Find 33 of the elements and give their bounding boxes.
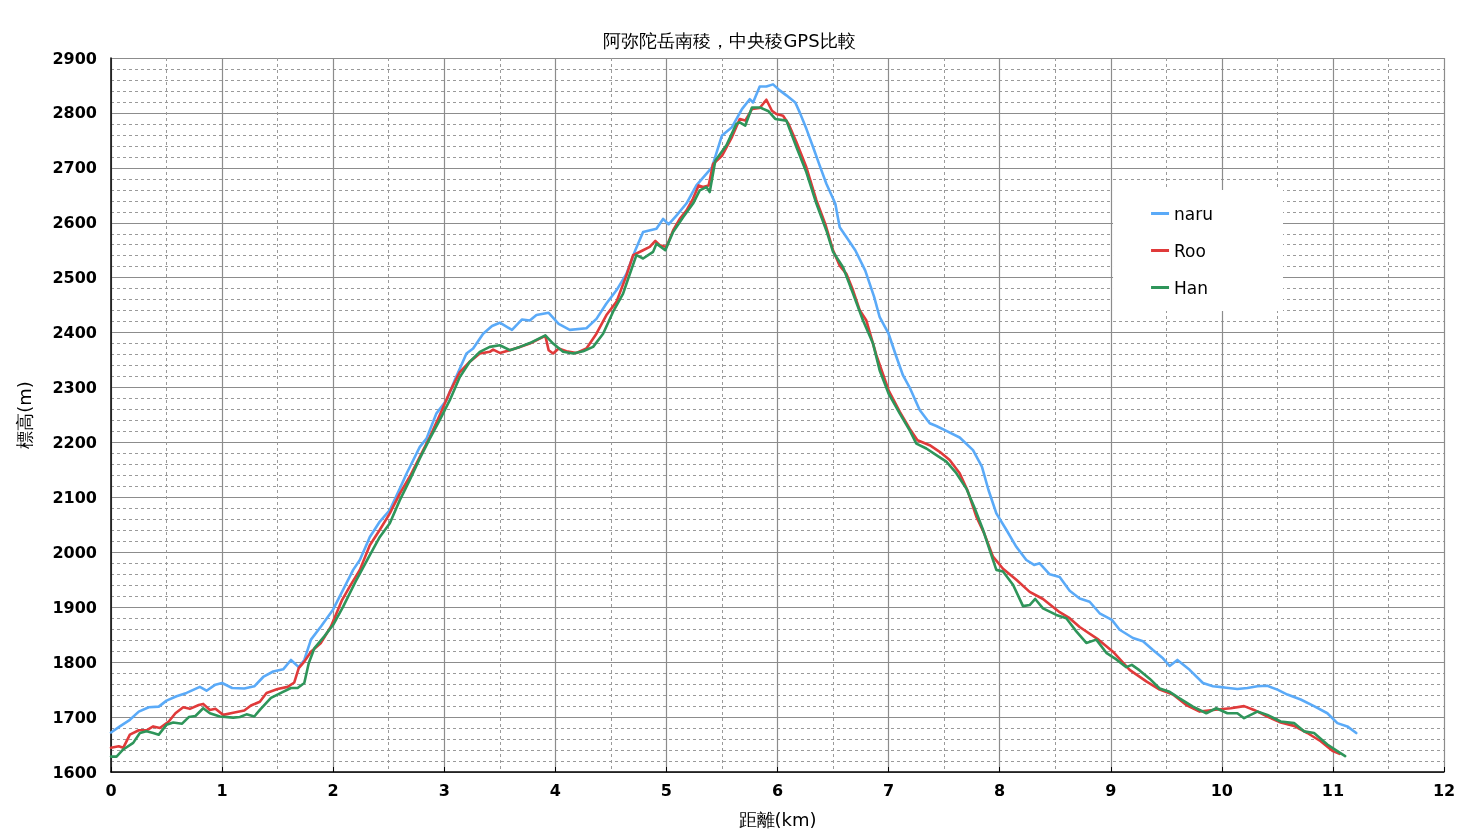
- x-tick-label: 7: [883, 780, 895, 800]
- y-tick-label: 2400: [52, 323, 97, 343]
- x-tick-label: 6: [771, 780, 784, 800]
- x-tick-label: 12: [1432, 780, 1456, 800]
- y-tick-label: 2300: [52, 378, 97, 398]
- y-tick-label: 2800: [52, 103, 97, 123]
- x-tick-label: 9: [1105, 780, 1117, 800]
- y-tick-label: 2100: [52, 487, 97, 507]
- x-tick-label: 10: [1210, 780, 1233, 800]
- y-axis-title: 標高(m): [13, 381, 35, 449]
- y-tick-label: 2900: [52, 48, 97, 68]
- x-tick-label: 5: [660, 780, 672, 800]
- x-tick-label: 3: [438, 780, 450, 800]
- y-tick-label: 2600: [52, 213, 97, 233]
- y-tick-label: 2500: [52, 268, 97, 288]
- y-tick-label: 2200: [52, 432, 97, 452]
- y-tick-label: 1700: [52, 707, 97, 727]
- legend-label: naru: [1174, 203, 1214, 224]
- legend-label: Roo: [1174, 240, 1206, 261]
- y-tick-label: 2700: [52, 158, 97, 178]
- y-tick-label: 1800: [52, 652, 97, 672]
- y-tick-label: 1900: [52, 597, 97, 617]
- x-tick-label: 2: [327, 780, 339, 800]
- y-tick-label: 1600: [52, 762, 97, 782]
- x-tick-label: 0: [105, 780, 117, 800]
- x-tick-label: 1: [216, 780, 228, 800]
- x-tick-label: 11: [1321, 780, 1345, 800]
- chart-title: 阿弥陀岳南稜，中央稜GPS比較: [603, 29, 856, 51]
- y-tick-label: 2000: [52, 542, 97, 562]
- legend-label: Han: [1174, 277, 1209, 298]
- x-tick-label: 8: [994, 780, 1006, 800]
- x-tick-label: 4: [549, 780, 561, 800]
- x-axis-title: 距離(km): [738, 808, 817, 830]
